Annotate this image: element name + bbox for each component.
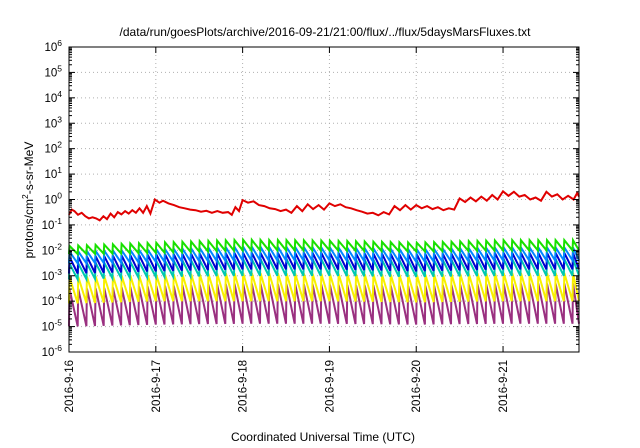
y-axis-label-base: protons/cm <box>22 199 36 258</box>
series-line-0 <box>68 189 580 222</box>
y-tick-label-12: 106 <box>44 38 62 54</box>
x-tick-label-5: 2016-9-21 <box>498 360 510 412</box>
x-axis-ticks: 2016-9-16 2016-9-17 2016-9-18 2016-9-19 2016… <box>64 47 510 412</box>
y-tick-label-0: 10-6 <box>42 343 63 359</box>
y-axis-label-sup: 2 <box>20 194 30 199</box>
y-tick-label-5: 10-1 <box>42 216 63 232</box>
y-tick-exponent: -4 <box>54 292 62 302</box>
y-tick-exponent: -1 <box>54 216 62 226</box>
y-tick-base: 10 <box>44 118 57 130</box>
y-tick-base: 10 <box>42 220 55 232</box>
y-tick-label-3: 10-3 <box>42 267 63 283</box>
x-tick-label-1: 2016-9-17 <box>151 360 163 412</box>
y-axis-label: protons/cm2-s-sr-MeV <box>20 142 36 259</box>
chart-title: /data/run/goesPlots/archive/2016-09-21/2… <box>120 25 532 39</box>
y-axis-ticks: 10-610-510-410-310-210-11001011021031041… <box>42 38 579 359</box>
x-tick-label-0: 2016-9-16 <box>64 360 76 412</box>
y-tick-base: 10 <box>42 322 55 334</box>
y-tick-base: 10 <box>44 93 57 105</box>
y-tick-exponent: 4 <box>57 89 62 99</box>
y-tick-exponent: 2 <box>57 140 62 150</box>
y-tick-base: 10 <box>42 347 55 359</box>
y-tick-exponent: 3 <box>57 114 62 124</box>
y-tick-exponent: 0 <box>57 191 62 201</box>
y-tick-exponent: 5 <box>57 63 62 73</box>
y-tick-base: 10 <box>42 271 55 283</box>
y-tick-base: 10 <box>42 245 55 257</box>
y-tick-exponent: -5 <box>54 318 62 328</box>
y-tick-label-4: 10-2 <box>42 241 63 257</box>
y-tick-base: 10 <box>44 67 57 79</box>
y-tick-exponent: -6 <box>54 343 62 353</box>
series-layer <box>68 189 580 327</box>
y-tick-label-6: 100 <box>44 191 62 207</box>
x-tick-label-2: 2016-9-18 <box>238 360 250 412</box>
x-tick-label-4: 2016-9-20 <box>411 360 423 412</box>
y-tick-base: 10 <box>44 169 57 181</box>
x-tick-label-3: 2016-9-19 <box>324 360 336 412</box>
y-tick-exponent: 1 <box>57 165 62 175</box>
y-tick-label-2: 10-4 <box>42 292 63 308</box>
x-axis-label: Coordinated Universal Time (UTC) <box>231 430 415 444</box>
y-tick-exponent: 6 <box>57 38 62 48</box>
y-tick-base: 10 <box>44 42 57 54</box>
y-tick-label-1: 10-5 <box>42 318 63 334</box>
y-tick-label-10: 104 <box>44 89 62 105</box>
series-line-1 <box>68 236 580 257</box>
y-tick-label-11: 105 <box>44 63 62 79</box>
y-tick-exponent: -2 <box>54 241 62 251</box>
y-tick-base: 10 <box>44 195 57 207</box>
y-tick-base: 10 <box>44 144 57 156</box>
y-axis-label-rest: -s-sr-MeV <box>22 142 36 195</box>
y-tick-label-8: 102 <box>44 140 62 156</box>
y-tick-exponent: -3 <box>54 267 62 277</box>
y-tick-label-7: 101 <box>44 165 62 181</box>
y-tick-label-9: 103 <box>44 114 62 130</box>
y-tick-base: 10 <box>42 296 55 308</box>
